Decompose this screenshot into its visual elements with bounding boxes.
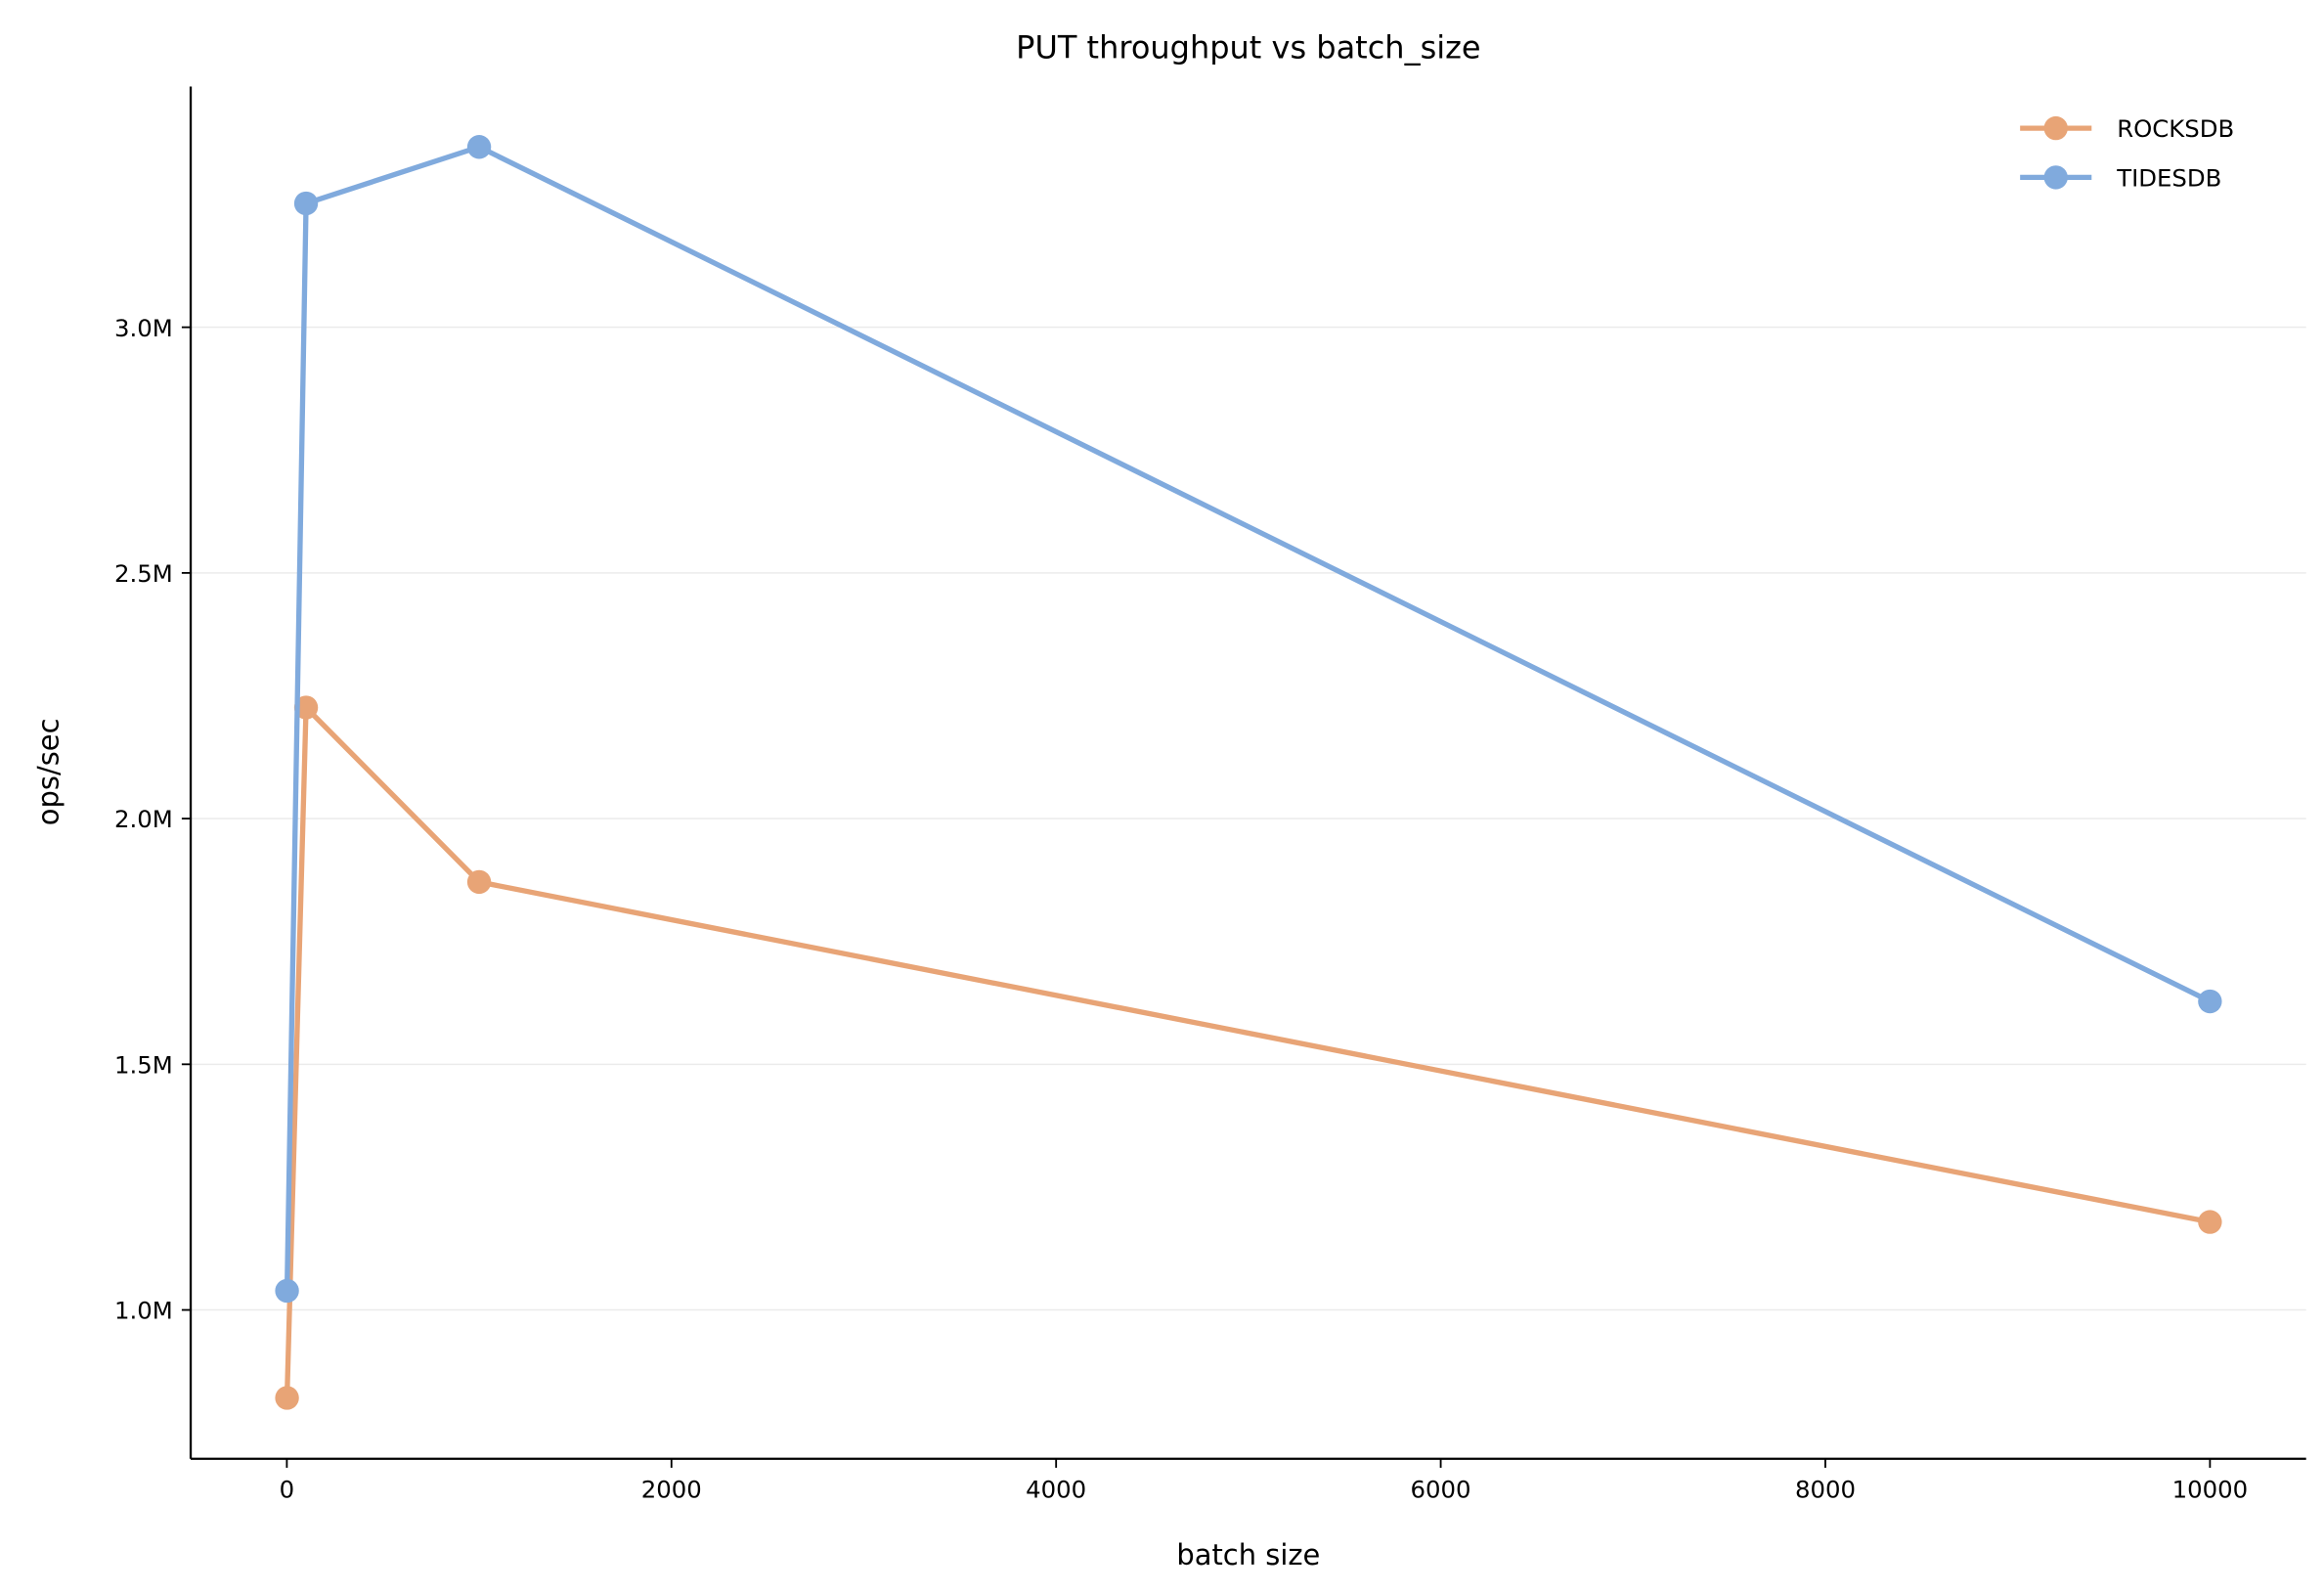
data-point xyxy=(275,1278,299,1304)
data-point xyxy=(2198,989,2222,1014)
data-point xyxy=(2198,1210,2222,1234)
series-rocksdb xyxy=(275,695,2222,1410)
x-tick-label: 6000 xyxy=(1411,1475,1471,1503)
legend-label: ROCKSDB xyxy=(2117,114,2234,143)
data-point xyxy=(466,869,492,895)
series-layer xyxy=(275,135,2222,1410)
x-ticks: 0 2000 4000 6000 8000 10000 xyxy=(280,1458,2249,1503)
data-point xyxy=(293,695,319,720)
y-tick-label: 2.5M xyxy=(114,559,173,588)
grid xyxy=(191,326,2306,1311)
series-tidesdb xyxy=(275,135,2222,1304)
legend-label: TIDESDB xyxy=(2116,164,2221,193)
series-line xyxy=(284,704,2211,1398)
y-tick-label: 3.0M xyxy=(114,314,173,342)
y-ticks: 1.0M 1.5M 2.0M 2.5M 3.0M xyxy=(114,314,192,1325)
legend-marker xyxy=(2043,165,2068,190)
legend: ROCKSDB TIDESDB xyxy=(2020,114,2234,193)
legend-item: TIDESDB xyxy=(2020,164,2221,193)
x-tick-label: 2000 xyxy=(641,1475,702,1503)
y-tick-label: 1.5M xyxy=(114,1050,173,1079)
x-tick-label: 0 xyxy=(280,1475,295,1503)
x-tick-label: 10000 xyxy=(2172,1475,2249,1503)
y-tick-label: 1.0M xyxy=(114,1297,173,1325)
x-tick-label: 4000 xyxy=(1026,1475,1086,1503)
legend-item: ROCKSDB xyxy=(2020,114,2234,143)
x-tick-label: 8000 xyxy=(1795,1475,1856,1503)
data-point xyxy=(293,191,319,216)
x-axis-label: batch size xyxy=(1176,1538,1320,1571)
y-axis-label: ops/sec xyxy=(31,719,65,826)
data-point xyxy=(466,135,492,159)
data-point xyxy=(275,1386,299,1410)
y-tick-label: 2.0M xyxy=(114,805,173,833)
series-line xyxy=(284,144,2212,1292)
chart-title: PUT throughput vs batch_size xyxy=(1016,28,1480,66)
legend-marker xyxy=(2043,115,2068,141)
